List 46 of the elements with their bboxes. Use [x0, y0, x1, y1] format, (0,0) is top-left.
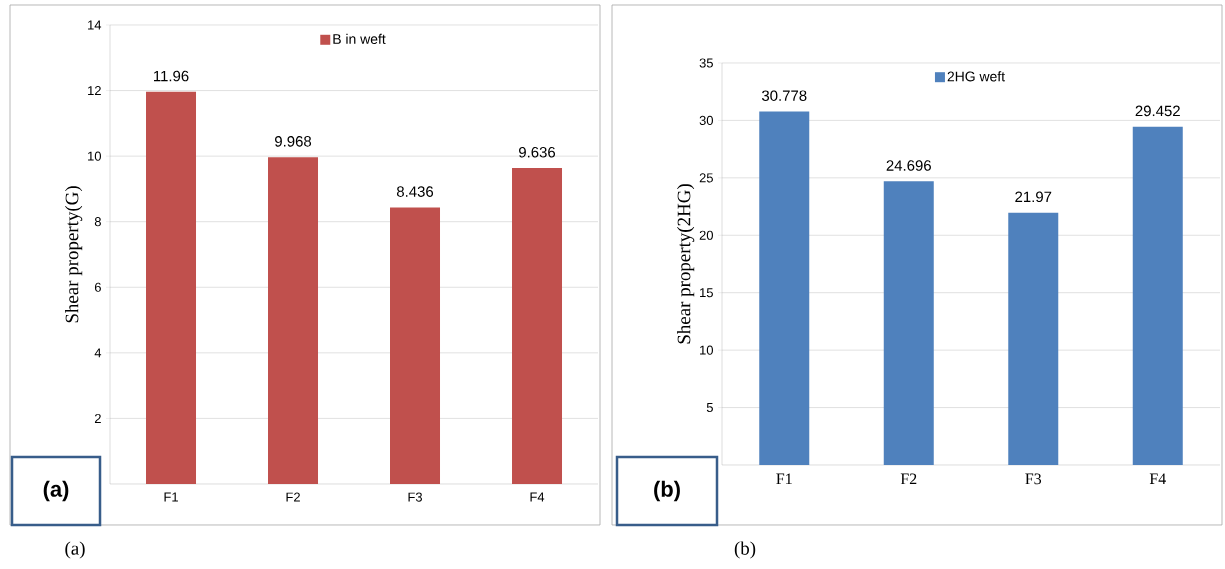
y-tick-label: 6 [94, 282, 101, 292]
bar [390, 207, 441, 484]
bar [146, 91, 197, 484]
y-tick-label: 10 [700, 345, 713, 355]
y-axis-title: Shear property(2HG) [677, 184, 695, 344]
x-tick-label: F3 [408, 492, 423, 502]
y-tick-label: 25 [699, 173, 713, 183]
bar [759, 111, 810, 465]
y-tick-label: 10 [88, 151, 101, 161]
x-tick-label: F1 [164, 492, 178, 502]
data-label: 29.452 [1135, 105, 1180, 117]
y-axis-title: Shear property(G) [65, 186, 83, 323]
y-tick-label: 4 [94, 348, 102, 358]
data-label: 9.636 [519, 146, 556, 158]
y-tick-label: 5 [706, 403, 713, 413]
x-tick-label: F3 [1025, 473, 1042, 485]
x-tick-label: F1 [776, 473, 792, 485]
y-tick-label: 12 [88, 86, 101, 96]
bar [1008, 212, 1059, 465]
y-tick-label: 14 [88, 20, 102, 30]
x-tick-label: F4 [530, 492, 545, 502]
bar [1132, 126, 1183, 465]
y-tick-label: 2 [94, 413, 101, 423]
text: (a) [43, 480, 69, 502]
y-tick-label: 8 [94, 217, 101, 227]
y-tick-label: 15 [700, 288, 713, 298]
data-label: 30.778 [761, 90, 807, 101]
data-label: 8.436 [396, 186, 434, 197]
x-tick-label: F2 [900, 473, 917, 485]
bar [268, 157, 319, 484]
data-label: 24.696 [886, 160, 931, 171]
legend-label: B in weft [333, 33, 386, 44]
y-tick-label: 30 [699, 115, 713, 125]
bar [883, 181, 934, 465]
y-tick-label: 20 [699, 230, 713, 240]
x-tick-label: F4 [1149, 473, 1166, 484]
text: (b) [654, 480, 680, 502]
text: (b) [734, 541, 756, 559]
y-tick-label: 35 [699, 58, 713, 68]
legend-label: 2HG weft [947, 71, 1005, 82]
x-tick-label: F2 [286, 492, 300, 502]
bar [512, 168, 563, 484]
data-label: 21.97 [1015, 191, 1052, 203]
data-label: 11.96 [154, 70, 189, 82]
data-label: 9.968 [275, 136, 312, 147]
text: (a) [65, 541, 85, 559]
